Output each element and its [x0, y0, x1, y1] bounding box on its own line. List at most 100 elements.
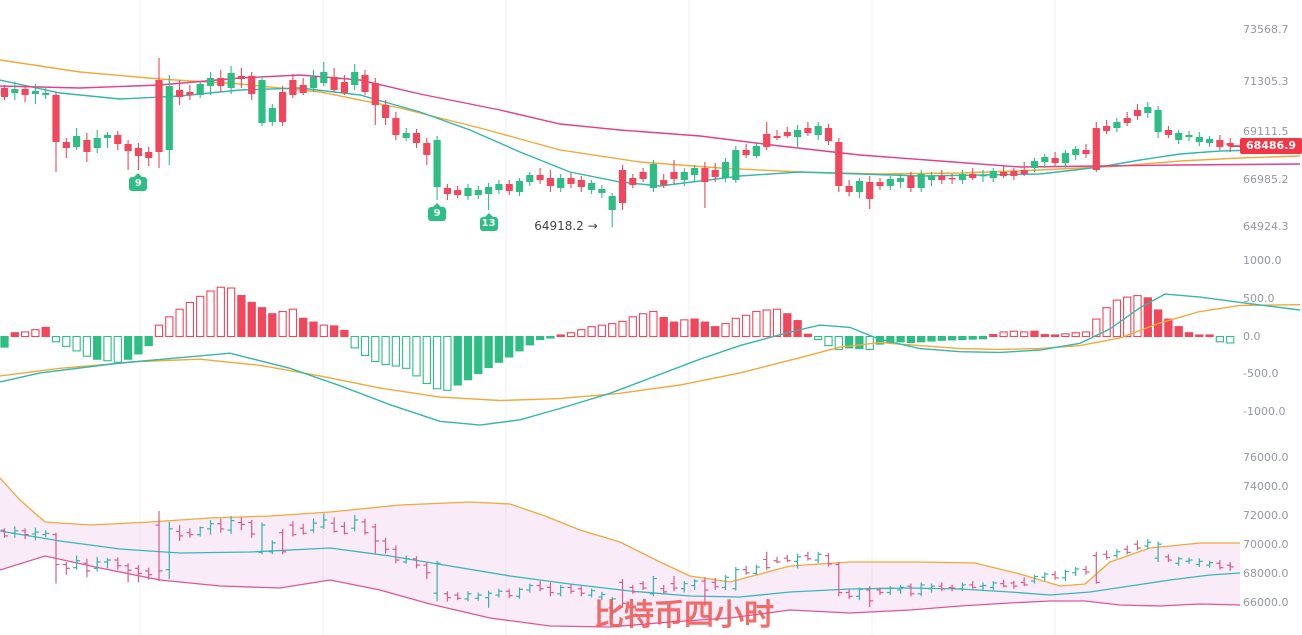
macd-histogram-bar	[906, 335, 916, 344]
axis-tick-label: 71305.3	[1243, 74, 1289, 88]
candle	[93, 130, 101, 154]
candle	[330, 67, 338, 93]
ohlc-bar	[1010, 581, 1018, 589]
candle	[371, 77, 379, 125]
td-count-badge: 13	[479, 213, 498, 231]
macd-histogram-bar	[1009, 330, 1019, 338]
ohlc-bar	[1082, 565, 1090, 575]
macd-histogram-bar	[268, 313, 277, 338]
candle	[31, 84, 39, 105]
macd-histogram-bar	[226, 287, 236, 338]
macd-histogram-bar	[484, 335, 493, 369]
td-count-badge: 9	[428, 203, 447, 221]
macd-histogram-bar	[937, 335, 946, 341]
ohlc-bar	[207, 519, 214, 535]
candle	[948, 174, 956, 185]
macd-histogram-bar	[1184, 332, 1194, 338]
axis-tick-label: 72000.0	[1243, 508, 1289, 522]
ohlc-bar	[1195, 558, 1203, 568]
candle	[52, 92, 60, 173]
ohlc-bar	[104, 558, 111, 569]
candle	[134, 143, 142, 170]
macd-histogram-bar	[515, 335, 524, 352]
macd-histogram-bar	[412, 335, 421, 377]
macd-histogram-bar	[247, 301, 256, 338]
axis-tick-label: 500.0	[1243, 291, 1275, 305]
candle	[783, 126, 791, 138]
macd-histogram-bar	[999, 331, 1008, 338]
candle	[969, 167, 977, 180]
ohlc-bar	[413, 556, 420, 569]
ohlc-bar	[907, 583, 915, 597]
ohlc-bar	[814, 551, 822, 564]
macd-histogram-bar	[453, 335, 462, 386]
ohlc-bar	[11, 526, 19, 538]
macd-histogram-bar	[1195, 334, 1204, 338]
candle	[485, 183, 493, 210]
macd-histogram-bar	[649, 310, 658, 338]
macd-histogram-bar	[196, 295, 205, 338]
ohlc-bar	[186, 528, 194, 538]
ohlc-bar	[989, 581, 997, 590]
ohlc-bar	[351, 514, 359, 532]
candle	[866, 175, 874, 210]
ohlc-bar	[73, 555, 81, 570]
candle	[639, 167, 647, 183]
ohlc-bar	[711, 577, 719, 590]
ohlc-bar	[1061, 569, 1069, 582]
macd-histogram-bar	[577, 329, 586, 338]
macd-histogram-bar	[381, 335, 390, 366]
macd-histogram-bar	[834, 335, 843, 350]
macd-dif-line	[0, 293, 1301, 426]
macd-histogram-bar	[1174, 326, 1183, 338]
candle	[526, 172, 534, 186]
candle	[1144, 102, 1152, 118]
macd-histogram-bar	[103, 335, 112, 362]
ohlc-bar	[639, 581, 647, 590]
ohlc-bar	[1226, 561, 1234, 571]
macd-histogram-bar	[855, 335, 864, 350]
candle	[412, 128, 421, 148]
ohlc-bar	[588, 588, 596, 598]
candle	[1061, 150, 1069, 168]
macd-histogram-bar	[134, 335, 143, 355]
candle	[227, 65, 235, 95]
candle	[876, 177, 884, 190]
candle	[721, 157, 730, 183]
macd-histogram-bar	[1102, 307, 1111, 338]
macd-histogram-bar	[587, 326, 596, 338]
macd-histogram-bar	[1030, 330, 1039, 338]
candle	[1000, 165, 1008, 178]
macd-histogram-bar	[144, 335, 153, 347]
ohlc-bar	[310, 518, 317, 533]
candle	[279, 85, 287, 126]
macd-histogram-bar	[566, 332, 576, 338]
ohlc-bar	[1185, 557, 1193, 564]
candle	[1103, 120, 1111, 135]
candle	[217, 70, 225, 93]
candle	[835, 137, 843, 193]
axis-tick-label: 0.0	[1243, 329, 1261, 343]
ohlc-bar	[516, 587, 523, 599]
macd-histogram-bar	[1092, 318, 1101, 338]
axis-tick-label: 70000.0	[1243, 537, 1289, 551]
ohlc-bar	[505, 588, 513, 599]
macd-histogram-bar	[175, 308, 184, 338]
macd-histogram-bar	[309, 321, 318, 338]
macd-histogram-bar	[690, 318, 699, 338]
macd-histogram-bar	[1020, 331, 1029, 338]
ohlc-bar	[31, 527, 39, 541]
ohlc-bar	[165, 521, 173, 580]
macd-histogram-bar	[669, 321, 679, 338]
macd-histogram-bar	[844, 335, 854, 349]
candle	[752, 142, 760, 158]
ohlc-bar	[1072, 567, 1080, 576]
axis-tick-label: -1000.0	[1243, 405, 1286, 419]
candle	[206, 72, 215, 95]
ohlc-bar	[969, 581, 977, 589]
ohlc-bar	[680, 581, 688, 593]
ohlc-bar	[433, 560, 441, 602]
macd-histogram-bar	[0, 335, 9, 348]
